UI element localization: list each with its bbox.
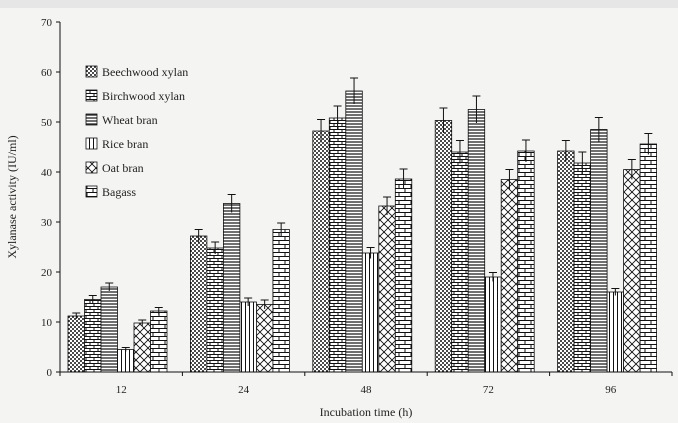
bar — [345, 90, 363, 373]
legend-item: Bagass — [85, 185, 136, 199]
legend: Beechwood xylan Birchwood xylan Wheat bran… — [85, 65, 188, 199]
legend-item: Birchwood xylan — [85, 89, 185, 103]
bar — [434, 120, 453, 373]
bar — [606, 291, 624, 373]
top-band — [0, 0, 678, 8]
y-tick-label: 0 — [47, 367, 53, 379]
bar — [150, 310, 168, 373]
bars-layer — [67, 90, 657, 373]
bar — [394, 178, 413, 373]
bar — [639, 143, 657, 373]
legend-label: Bagass — [102, 185, 136, 199]
y-tick-label: 30 — [41, 217, 53, 229]
legend-item: Rice bran — [85, 137, 148, 151]
legend-swatch — [85, 137, 98, 150]
legend-swatch — [85, 89, 98, 102]
bar — [517, 150, 535, 373]
bar — [484, 276, 502, 373]
bar — [189, 235, 208, 373]
bar — [378, 205, 396, 373]
legend-swatch — [85, 161, 98, 174]
legend-label: Beechwood xylan — [102, 65, 188, 79]
legend-label: Oat bran — [102, 161, 144, 175]
bar — [623, 169, 641, 373]
y-tick-label: 70 — [41, 17, 53, 29]
legend-label: Rice bran — [102, 137, 148, 151]
x-tick-label: 96 — [605, 384, 617, 396]
bar — [590, 129, 608, 373]
bar — [239, 301, 257, 373]
bar — [133, 322, 151, 373]
bar — [328, 117, 347, 373]
y-tick-label: 40 — [41, 167, 53, 179]
bar — [312, 130, 330, 373]
legend-swatch — [85, 185, 98, 198]
bar — [272, 229, 290, 373]
y-tick-label: 20 — [41, 267, 53, 279]
y-axis-label: Xylanase activity (IU/ml) — [5, 135, 19, 258]
bar — [500, 179, 519, 373]
bar — [84, 299, 102, 373]
bar — [573, 162, 591, 373]
y-axis-ticks: 0 10 20 30 40 50 60 70 — [41, 17, 60, 379]
x-tick-label: 24 — [238, 384, 250, 396]
bar — [222, 203, 241, 373]
legend-swatch — [85, 113, 98, 126]
bar — [117, 349, 135, 373]
x-tick-label: 72 — [483, 384, 494, 396]
bar — [255, 304, 274, 373]
bar — [67, 315, 85, 373]
y-tick-label: 10 — [41, 317, 53, 329]
error-bars-layer — [72, 77, 653, 352]
bar — [206, 247, 224, 373]
x-axis-ticks: 12 24 48 72 96 — [59, 372, 673, 396]
x-tick-label: 12 — [116, 384, 127, 396]
x-axis-label: Incubation time (h) — [320, 405, 413, 419]
bar — [451, 151, 469, 373]
legend-swatch — [85, 65, 98, 78]
bar — [557, 150, 575, 373]
y-tick-label: 60 — [41, 67, 53, 79]
legend-item: Wheat bran — [85, 113, 158, 127]
x-tick-label: 48 — [361, 384, 373, 396]
bar — [361, 252, 380, 373]
legend-item: Oat bran — [85, 161, 144, 175]
legend-item: Beechwood xylan — [85, 65, 188, 79]
bar — [100, 286, 118, 373]
legend-label: Birchwood xylan — [102, 89, 185, 103]
y-tick-label: 50 — [41, 117, 53, 129]
legend-label: Wheat bran — [102, 113, 158, 127]
bar — [467, 109, 486, 373]
